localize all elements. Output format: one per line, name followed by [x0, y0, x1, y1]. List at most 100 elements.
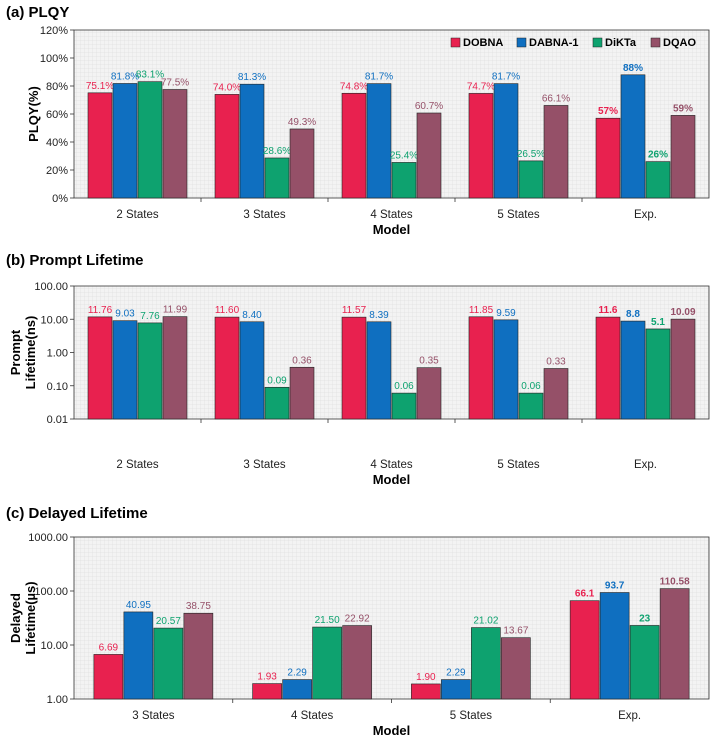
- x-axis-label: Model: [373, 222, 411, 237]
- data-label: 66.1%: [542, 93, 570, 104]
- bar-dikta: [153, 627, 184, 700]
- y-tick-label: 60%: [46, 109, 68, 121]
- bar-dikta: [137, 322, 163, 420]
- bar-dobna: [214, 316, 240, 420]
- bar-dqao: [501, 637, 531, 700]
- legend-swatch: [592, 37, 603, 48]
- data-label: 57%: [598, 106, 618, 117]
- bar-dobna: [468, 93, 494, 199]
- data-label: 0.09: [267, 375, 287, 386]
- bar-dabna-1: [366, 83, 392, 199]
- bar-dabna-1: [620, 74, 646, 199]
- data-label: 74.0%: [213, 82, 241, 93]
- bar-dqao: [342, 625, 372, 700]
- panel-b: (b) Prompt Lifetime 0.01 0.10 1.00 10.00 100…: [6, 252, 710, 487]
- y-tick-label: 0.10: [47, 381, 68, 393]
- y-tick-label: 20%: [46, 165, 68, 177]
- bar-dikta: [629, 625, 660, 700]
- bar-dobna: [595, 117, 621, 199]
- legend-label: DiKTa: [605, 37, 637, 49]
- x-tick-label: 5 States: [497, 209, 539, 221]
- data-label: 93.7: [605, 581, 625, 592]
- legend-label: DOBNA: [463, 37, 503, 49]
- y-tick-label: 0.01: [47, 414, 68, 426]
- data-label: 0.06: [394, 381, 414, 392]
- data-label: 74.8%: [340, 81, 368, 92]
- bar-dabna-1: [366, 321, 392, 420]
- x-tick-label: 5 States: [450, 710, 492, 722]
- bar-dobna: [468, 316, 494, 420]
- bar-dikta: [645, 328, 671, 420]
- data-label: 8.40: [242, 310, 262, 321]
- bar-dabna-1: [239, 321, 265, 420]
- y-tick-label: 40%: [46, 137, 68, 149]
- data-label: 21.50: [315, 615, 340, 626]
- bar-dabna-1: [493, 319, 519, 420]
- bar-dqao: [183, 612, 214, 700]
- y-tick-label: 1.00: [47, 348, 68, 360]
- data-label: 20.57: [156, 616, 181, 627]
- y-tick-label: 80%: [46, 81, 68, 93]
- y-tick-label: 1000.00: [28, 532, 68, 544]
- bar-dqao: [162, 316, 188, 420]
- data-label: 81.8%: [111, 71, 139, 82]
- bar-dobna: [252, 683, 282, 700]
- x-tick-label: Exp.: [634, 459, 657, 471]
- data-label: 9.03: [115, 309, 135, 320]
- data-label: 75.1%: [86, 81, 114, 92]
- data-label: 60.7%: [415, 101, 443, 112]
- x-tick-label: 3 States: [243, 209, 285, 221]
- bar-dobna: [569, 600, 600, 700]
- data-label: 11.85: [469, 305, 494, 316]
- panel-c-title: (c) Delayed Lifetime: [6, 505, 148, 522]
- data-label: 81.7%: [492, 72, 520, 83]
- bar-dobna: [595, 316, 621, 420]
- data-label: 21.02: [473, 616, 498, 627]
- panel-a-plot: 0% 20% 40% 60% 80% 100% 120% PLQY(%) 2 States 75.…: [26, 25, 710, 237]
- bar-dqao: [416, 367, 442, 420]
- x-tick-label: 3 States: [132, 710, 174, 722]
- panel-a: (a) PLQY 0% 20% 40% 60% 80% 100% 120% PLQY(%) 2 …: [6, 4, 710, 237]
- x-tick-label: 2 States: [116, 209, 158, 221]
- data-label: 13.67: [503, 626, 528, 637]
- y-tick-label: 1.00: [47, 694, 68, 706]
- bar-dikta: [264, 157, 290, 199]
- data-label: 1.90: [416, 672, 436, 683]
- bar-dqao: [670, 115, 696, 199]
- data-label: 40.95: [126, 600, 151, 611]
- x-tick-label: 2 States: [116, 459, 158, 471]
- legend-swatch: [650, 37, 661, 48]
- data-label: 0.06: [521, 381, 541, 392]
- bar-dabna-1: [282, 679, 312, 700]
- panel-a-title: (a) PLQY: [6, 4, 69, 21]
- panel-b-plot: 0.01 0.10 1.00 10.00 100.00 PromptLifetime(ns…: [8, 281, 710, 487]
- data-label: 2.29: [446, 668, 466, 679]
- x-tick-label: 4 States: [291, 710, 333, 722]
- x-axis-label: Model: [373, 723, 411, 737]
- data-label: 83.1%: [136, 70, 164, 81]
- data-label: 7.76: [140, 311, 160, 322]
- y-axis-label: DelayedLifetime(µs): [8, 581, 38, 654]
- data-label: 22.92: [345, 614, 370, 625]
- data-label: 66.1: [575, 589, 595, 600]
- legend-swatch: [450, 37, 461, 48]
- y-tick-label: 0%: [52, 193, 68, 205]
- bar-dikta: [471, 627, 501, 700]
- bar-dqao: [289, 366, 315, 420]
- bar-dikta: [312, 626, 342, 700]
- data-label: 5.1: [651, 317, 665, 328]
- data-label: 8.8: [626, 309, 640, 320]
- data-label: 11.57: [342, 305, 367, 316]
- bar-dikta: [264, 386, 290, 420]
- bar-dabna-1: [112, 320, 138, 420]
- legend: DQAO DiKTa DABNA-1 DOBNA: [450, 37, 696, 49]
- bar-dabna-1: [112, 83, 138, 199]
- x-tick-label: 4 States: [370, 459, 412, 471]
- data-label: 74.7%: [467, 81, 495, 92]
- data-label: 28.6%: [263, 146, 291, 157]
- bar-dqao: [162, 89, 188, 199]
- y-tick-label: 100.00: [34, 281, 68, 293]
- panel-b-title: (b) Prompt Lifetime: [6, 252, 144, 269]
- bar-dqao: [416, 112, 442, 199]
